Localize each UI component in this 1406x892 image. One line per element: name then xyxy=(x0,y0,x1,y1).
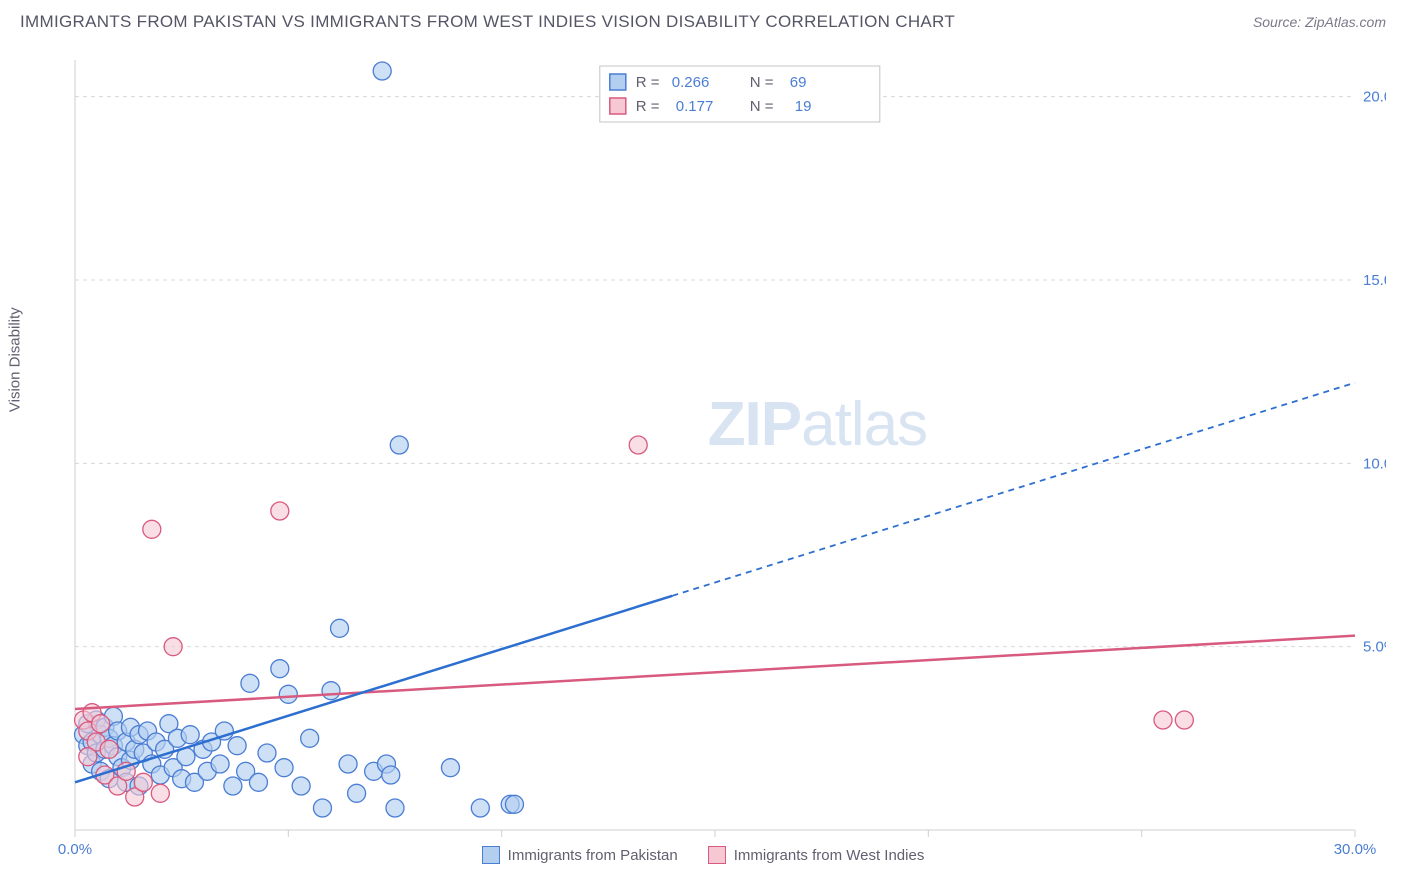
data-point xyxy=(386,799,404,817)
svg-text:69: 69 xyxy=(790,74,807,91)
legend-swatch-blue xyxy=(482,846,500,864)
svg-text:5.0%: 5.0% xyxy=(1363,639,1386,656)
data-point xyxy=(224,777,242,795)
data-point xyxy=(1154,711,1172,729)
svg-text:15.0%: 15.0% xyxy=(1363,272,1386,289)
svg-text:0.177: 0.177 xyxy=(676,98,714,115)
data-point xyxy=(164,638,182,656)
svg-text:19: 19 xyxy=(795,98,812,115)
legend-item-pakistan: Immigrants from Pakistan xyxy=(482,846,678,864)
data-point xyxy=(275,759,293,777)
data-point xyxy=(313,799,331,817)
svg-text:0.266: 0.266 xyxy=(672,74,710,91)
data-point xyxy=(228,737,246,755)
data-point xyxy=(249,773,267,791)
source-label: Source: ZipAtlas.com xyxy=(1253,14,1386,30)
header-row: IMMIGRANTS FROM PAKISTAN VS IMMIGRANTS F… xyxy=(0,0,1406,40)
chart-title: IMMIGRANTS FROM PAKISTAN VS IMMIGRANTS F… xyxy=(20,12,955,32)
svg-text:10.0%: 10.0% xyxy=(1363,455,1386,472)
data-point xyxy=(181,726,199,744)
data-point xyxy=(339,755,357,773)
legend-label: Immigrants from West Indies xyxy=(734,847,925,864)
data-point xyxy=(241,674,259,692)
svg-text:20.0%: 20.0% xyxy=(1363,89,1386,106)
data-point xyxy=(629,436,647,454)
data-point xyxy=(100,740,118,758)
data-point xyxy=(390,436,408,454)
svg-text:R =: R = xyxy=(636,98,660,115)
data-point xyxy=(292,777,310,795)
svg-text:N =: N = xyxy=(750,98,774,115)
svg-text:N =: N = xyxy=(750,74,774,91)
data-point xyxy=(331,619,349,637)
data-point xyxy=(322,682,340,700)
svg-text:ZIPatlas: ZIPatlas xyxy=(708,390,927,459)
legend-swatch-pink xyxy=(708,846,726,864)
data-point xyxy=(348,784,366,802)
data-point xyxy=(1175,711,1193,729)
chart-container: Vision Disability ZIPatlas0.0%30.0%5.0%1… xyxy=(20,50,1386,862)
data-point xyxy=(79,748,97,766)
data-point xyxy=(143,520,161,538)
legend: Immigrants from Pakistan Immigrants from… xyxy=(20,846,1386,864)
data-point xyxy=(301,729,319,747)
data-point xyxy=(279,685,297,703)
legend-label: Immigrants from Pakistan xyxy=(508,847,678,864)
data-point xyxy=(441,759,459,777)
data-point xyxy=(258,744,276,762)
data-point xyxy=(471,799,489,817)
data-point xyxy=(271,502,289,520)
legend-item-westindies: Immigrants from West Indies xyxy=(708,846,925,864)
data-point xyxy=(151,784,169,802)
svg-text:R =: R = xyxy=(636,74,660,91)
data-point xyxy=(373,62,391,80)
data-point xyxy=(92,715,110,733)
data-point xyxy=(382,766,400,784)
data-point xyxy=(211,755,229,773)
data-point xyxy=(134,773,152,791)
data-point xyxy=(271,660,289,678)
scatter-chart: ZIPatlas0.0%30.0%5.0%10.0%15.0%20.0%R =0… xyxy=(20,50,1386,862)
y-axis-title: Vision Disability xyxy=(7,307,24,412)
data-point xyxy=(505,795,523,813)
